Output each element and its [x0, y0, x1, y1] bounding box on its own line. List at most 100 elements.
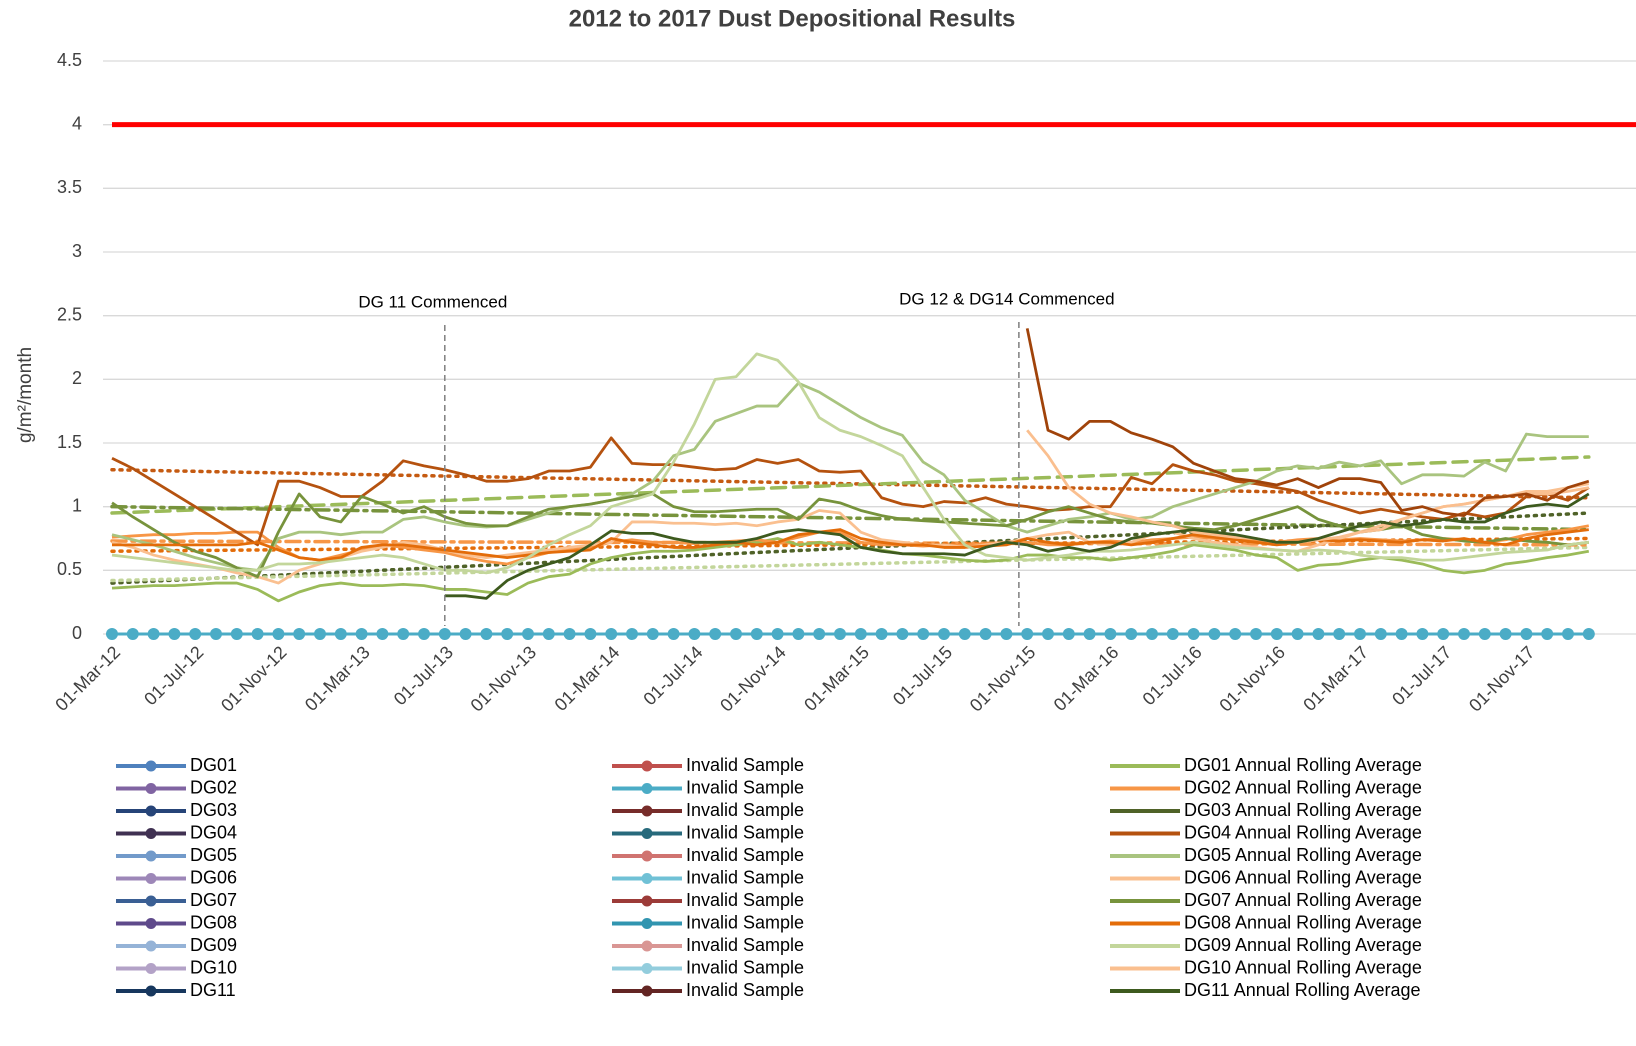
series-marker: [168, 628, 181, 640]
y-tick-label: 0: [72, 623, 82, 643]
series-marker: [709, 628, 722, 640]
legend-marker: [641, 805, 653, 817]
series-marker: [1478, 628, 1491, 640]
y-tick-label: 1.5: [57, 432, 82, 452]
series-marker: [1000, 628, 1013, 640]
legend-marker: [145, 850, 157, 862]
legend-label: DG05 Annual Rolling Average: [1184, 845, 1422, 865]
chart-title: 2012 to 2017 Dust Depositional Results: [569, 5, 1016, 32]
legend-item: Invalid Sample: [612, 912, 804, 932]
y-tick-label: 1: [72, 495, 82, 515]
series-marker: [210, 628, 222, 640]
legend-marker: [641, 760, 653, 772]
legend-item: Invalid Sample: [612, 890, 804, 910]
series-marker: [1520, 628, 1533, 640]
y-tick-label: 0.5: [57, 559, 82, 579]
series-marker: [1208, 628, 1221, 640]
legend-marker: [641, 963, 653, 974]
x-tick-label: 01-Mar-12: [51, 642, 124, 715]
legend-label: Invalid Sample: [686, 755, 804, 775]
legend-item: DG08 Annual Rolling Average: [1110, 912, 1422, 932]
series-marker: [771, 628, 784, 640]
series-line: [1025, 328, 1590, 517]
legend-item: DG10: [116, 957, 237, 977]
series-marker: [522, 628, 534, 640]
x-tick-label: 01-Mar-15: [800, 642, 873, 715]
trendline: [110, 504, 1591, 532]
legend-label: DG01 Annual Rolling Average: [1184, 755, 1422, 775]
series-marker: [1291, 628, 1304, 640]
y-tick-label: 2.5: [57, 304, 82, 324]
series-marker: [813, 628, 826, 640]
legend-label: Invalid Sample: [686, 777, 804, 797]
x-tick-label: 01-Nov-16: [1215, 642, 1289, 716]
legend-item: Invalid Sample: [612, 800, 804, 820]
legend-item: Invalid Sample: [612, 957, 804, 977]
legend-marker: [641, 895, 653, 907]
legend-item: DG05: [116, 845, 237, 865]
series-marker: [834, 628, 846, 640]
series-marker: [126, 628, 139, 640]
series-marker: [958, 628, 971, 640]
legend-label: Invalid Sample: [686, 912, 804, 932]
y-tick-label: 4.5: [57, 50, 82, 70]
legend-item: Invalid Sample: [612, 935, 804, 955]
x-tick-label: 01-Jul-16: [1139, 642, 1206, 709]
series-marker: [730, 628, 742, 640]
series-marker: [854, 628, 867, 640]
legend-label: DG03 Annual Rolling Average: [1184, 800, 1422, 820]
legend-label: DG07: [190, 890, 237, 910]
legend-item: DG01: [116, 755, 237, 775]
series-marker: [938, 628, 950, 640]
legend-label: Invalid Sample: [686, 800, 804, 820]
trendline: [110, 455, 1591, 515]
series-marker: [1582, 628, 1595, 640]
legend-label: Invalid Sample: [686, 957, 804, 977]
legend-item: DG01 Annual Rolling Average: [1110, 755, 1422, 775]
series-marker: [438, 628, 451, 640]
y-tick-label: 4: [72, 113, 82, 133]
series-marker: [355, 628, 368, 640]
legend-item: DG06: [116, 867, 237, 887]
legend-label: Invalid Sample: [686, 935, 804, 955]
legend-label: Invalid Sample: [686, 980, 804, 1000]
x-tick-label: 01-Mar-16: [1050, 642, 1123, 715]
legend-item: DG09: [116, 935, 237, 955]
series-marker: [480, 628, 493, 640]
legend-marker: [641, 873, 653, 884]
legend-item: Invalid Sample: [612, 867, 804, 887]
y-tick-label: 3.5: [57, 177, 82, 197]
series-marker: [563, 628, 576, 640]
legend-item: DG04: [116, 822, 237, 842]
legend-item: DG06 Annual Rolling Average: [1110, 867, 1422, 887]
legend-marker: [641, 918, 653, 929]
series-marker: [1437, 628, 1450, 640]
series-marker: [1166, 628, 1179, 640]
legend-item: DG07: [116, 890, 237, 910]
legend-marker: [145, 760, 157, 772]
series-marker: [1395, 628, 1408, 640]
series-marker: [1187, 628, 1200, 640]
y-axis-title: g/m²/month: [15, 347, 36, 443]
x-tick-label: 01-Nov-14: [716, 642, 790, 716]
series-marker: [667, 628, 680, 640]
legend-label: Invalid Sample: [686, 822, 804, 842]
legend-marker: [641, 985, 653, 997]
series-marker: [189, 628, 202, 640]
series-line: [111, 537, 1590, 603]
x-tick-label: 01-Nov-13: [467, 642, 541, 716]
legend-label: DG09 Annual Rolling Average: [1184, 935, 1422, 955]
legend-item: DG07 Annual Rolling Average: [1110, 890, 1422, 910]
series-marker: [1250, 628, 1262, 640]
series-marker: [750, 628, 763, 640]
series-marker: [1270, 628, 1283, 640]
legend-item: DG02 Annual Rolling Average: [1110, 777, 1422, 797]
legend-item: DG09 Annual Rolling Average: [1110, 935, 1422, 955]
legend-label: DG08 Annual Rolling Average: [1184, 912, 1422, 932]
series-marker: [688, 628, 701, 640]
series-marker: [147, 628, 160, 640]
x-tick-label: 01-Jul-13: [390, 642, 457, 709]
legend-label: DG06: [190, 867, 237, 887]
legend-item: Invalid Sample: [612, 777, 804, 797]
